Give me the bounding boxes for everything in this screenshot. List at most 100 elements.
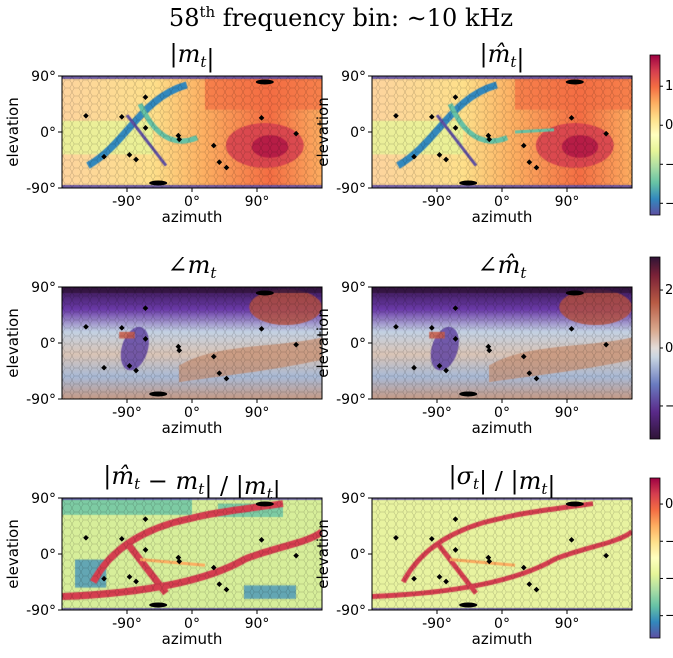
marker	[459, 391, 478, 397]
marker	[223, 164, 230, 171]
x-tick-label: 0°	[184, 405, 200, 421]
panel-title: |mt|	[170, 40, 215, 74]
marker	[565, 290, 584, 296]
colorbar-3: 0−10−20−30dB	[649, 477, 673, 639]
x-tick-label: 90°	[555, 616, 580, 632]
marker	[485, 554, 492, 561]
x-tick-label: -90°	[112, 616, 142, 632]
y-tick-label: -90°	[26, 392, 56, 408]
colorbar-tick-label: −20	[665, 196, 673, 211]
marker	[101, 364, 107, 371]
colorbar-tick-label: 0	[665, 341, 673, 356]
y-tick-label: 90°	[341, 491, 366, 507]
marker	[565, 79, 584, 85]
y-tick-label: 90°	[31, 280, 56, 296]
y-tick-label: -90°	[26, 181, 56, 197]
colorbar-tick-label: 0	[665, 497, 673, 512]
panel-title: |σt| / |mt|	[449, 462, 556, 501]
marker	[126, 363, 133, 369]
marker	[486, 136, 493, 143]
panel-title: |m̂t − mt| / |mt|	[103, 462, 280, 506]
colorbar-1: 100−10−20dBFS	[649, 54, 673, 216]
y-tick-label: 90°	[31, 491, 56, 507]
marker	[176, 558, 183, 565]
x-axis-label: azimuth	[472, 630, 533, 648]
y-tick-label: -90°	[26, 603, 56, 619]
marker	[452, 547, 459, 553]
x-tick-label: 0°	[494, 616, 510, 632]
marker	[443, 578, 449, 585]
marker	[255, 290, 274, 296]
marker	[133, 367, 139, 374]
marker	[216, 581, 223, 588]
marker	[443, 156, 449, 163]
y-tick-label: 90°	[341, 280, 366, 296]
marker	[142, 547, 149, 553]
colorbar-tick-label: −10	[665, 534, 673, 549]
x-axis-label: azimuth	[162, 630, 223, 648]
marker	[142, 125, 149, 131]
marker	[486, 558, 493, 565]
marker	[452, 305, 459, 311]
marker	[526, 370, 533, 377]
y-axis-label: elevation	[314, 519, 332, 588]
y-tick-label: 0°	[40, 125, 56, 141]
marker	[210, 142, 217, 149]
panel-4: ∠m̂t 90° 0° -90° -90° 0° 90° azimuth elevation	[314, 251, 633, 437]
marker	[526, 581, 533, 588]
sampling-grid	[62, 76, 322, 188]
marker	[459, 602, 478, 608]
colorbar-2: 20−2radians	[649, 256, 673, 440]
colorbar-tick-label: −20	[665, 571, 673, 586]
marker	[568, 536, 575, 543]
marker	[520, 142, 527, 149]
marker	[175, 343, 182, 350]
panel-2: |m̂t| 90° 0° -90° -90° 0° 90° azimuth elevation	[314, 40, 633, 226]
marker	[255, 79, 274, 85]
colorbar-scale	[649, 54, 661, 216]
marker	[118, 113, 125, 120]
marker	[293, 552, 299, 559]
marker	[176, 347, 183, 354]
marker	[603, 552, 609, 559]
y-axis-label: elevation	[314, 308, 332, 377]
x-tick-label: 0°	[494, 194, 510, 210]
colorbar-scale	[649, 256, 661, 440]
y-axis-label: elevation	[4, 308, 22, 377]
y-tick-label: -90°	[336, 603, 366, 619]
y-tick-label: 90°	[341, 69, 366, 85]
x-tick-label: -90°	[422, 616, 452, 632]
marker	[175, 132, 182, 139]
marker	[452, 336, 459, 342]
marker	[101, 575, 107, 582]
marker	[142, 516, 149, 522]
colorbar-tick-label: 10	[665, 79, 673, 94]
marker	[149, 391, 168, 397]
x-tick-label: -90°	[112, 405, 142, 421]
marker	[393, 323, 399, 330]
panel-title: ∠mt	[168, 251, 218, 282]
marker	[533, 375, 540, 382]
x-axis-label: azimuth	[472, 419, 533, 437]
x-tick-label: 90°	[245, 616, 270, 632]
y-tick-label: -90°	[336, 392, 366, 408]
x-tick-label: 0°	[184, 616, 200, 632]
marker	[459, 180, 478, 186]
marker	[411, 575, 417, 582]
marker	[142, 305, 149, 311]
marker	[293, 130, 299, 137]
x-tick-label: 90°	[555, 194, 580, 210]
marker	[452, 516, 459, 522]
panel-6: |σt| / |mt| 90° 0° -90° -90° 0° 90° azimuth elev…	[314, 462, 633, 648]
marker	[485, 343, 492, 350]
marker	[452, 94, 459, 100]
marker	[436, 574, 443, 580]
x-axis-label: azimuth	[162, 208, 223, 226]
y-tick-label: -90°	[336, 181, 366, 197]
marker	[428, 324, 435, 331]
marker	[520, 564, 527, 571]
marker	[126, 152, 133, 158]
marker	[533, 586, 540, 593]
marker	[568, 114, 575, 121]
